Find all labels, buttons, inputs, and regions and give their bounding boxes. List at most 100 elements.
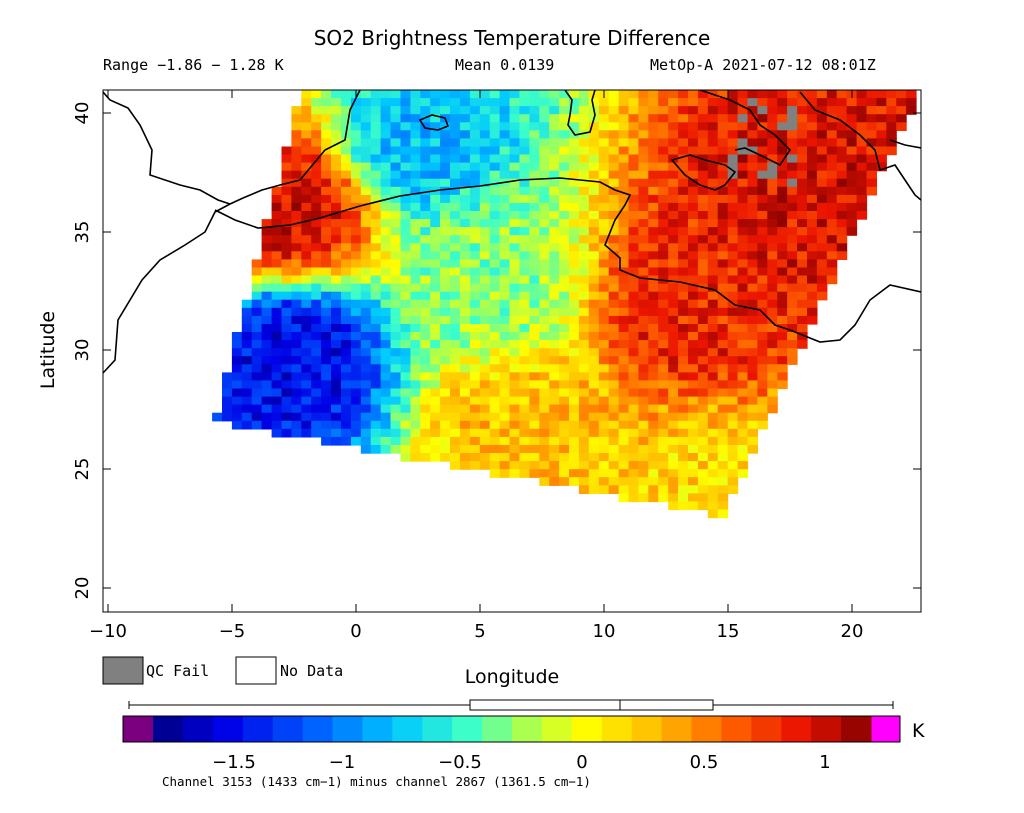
swath-pixel (311, 283, 322, 293)
swath-pixel (727, 154, 739, 164)
swath-pixel (380, 299, 392, 309)
swath-pixel (787, 332, 798, 341)
swath-pixel (271, 372, 283, 382)
swath-pixel (400, 340, 411, 349)
swath-pixel (479, 138, 491, 148)
swath-pixel (519, 404, 530, 414)
swath-pixel (321, 130, 332, 139)
swath-pixel (757, 138, 768, 148)
swath-pixel (341, 324, 352, 333)
swath-pixel (658, 219, 669, 228)
swath-pixel (618, 453, 630, 462)
swath-pixel (816, 211, 828, 220)
swath-pixel (251, 324, 263, 333)
swath-pixel (469, 332, 481, 341)
swath-pixel (836, 154, 848, 164)
swath-pixel (688, 412, 699, 422)
swath-pixel (430, 154, 441, 164)
swath-pixel (380, 380, 392, 390)
swath-pixel (459, 178, 471, 188)
swath-pixel (539, 154, 550, 164)
swath-pixel (311, 211, 322, 220)
swath-pixel (479, 364, 491, 373)
swath-pixel (509, 154, 520, 164)
swath-pixel (430, 235, 441, 244)
swath-pixel (380, 404, 392, 414)
swath-pixel (608, 275, 620, 285)
swath-pixel (440, 396, 451, 406)
swath-pixel (410, 219, 421, 228)
swath-pixel (529, 299, 540, 309)
swath-pixel (400, 267, 411, 277)
colorbar-segment (272, 716, 304, 742)
swath-pixel (440, 332, 451, 341)
swath-pixel (757, 396, 768, 406)
swath-pixel (866, 162, 877, 172)
swath-pixel (578, 380, 590, 390)
swath-pixel (420, 388, 431, 398)
swath-pixel (469, 348, 481, 357)
swath-pixel (618, 461, 630, 470)
swath-pixel (846, 162, 858, 172)
swath-pixel (539, 324, 550, 333)
swath-pixel (479, 130, 491, 139)
swath-pixel (430, 219, 441, 228)
swath-pixel (519, 307, 530, 317)
swath-pixel (727, 283, 739, 293)
swath-pixel (281, 211, 292, 220)
swath-pixel (331, 235, 342, 244)
swath-pixel (559, 202, 570, 212)
swath-pixel (301, 202, 312, 212)
swath-pixel (608, 477, 620, 486)
swath-pixel (618, 307, 630, 317)
swath-pixel (499, 420, 511, 430)
swath-pixel (380, 162, 392, 172)
swath-pixel (469, 299, 481, 309)
swath-pixel (489, 122, 501, 131)
swath-pixel (608, 202, 620, 212)
swath-pixel (341, 315, 352, 325)
swath-pixel (341, 348, 352, 357)
y-tick-label: 20 (72, 577, 93, 600)
swath-pixel (350, 251, 362, 260)
swath-pixel (807, 315, 818, 325)
swath-pixel (450, 332, 461, 341)
swath-pixel (648, 428, 659, 438)
swath-pixel (628, 178, 639, 188)
swath-pixel (281, 332, 292, 341)
swath-pixel (588, 372, 600, 382)
swath-pixel (668, 178, 679, 188)
swath-pixel (291, 356, 302, 365)
swath-pixel (350, 291, 362, 301)
swath-pixel (430, 453, 441, 462)
swath-pixel (281, 275, 292, 285)
swath-pixel (628, 267, 639, 277)
swath-pixel (450, 412, 461, 422)
swath-pixel (430, 420, 441, 430)
swath-pixel (638, 307, 649, 317)
swath-pixel (390, 106, 401, 115)
swath-pixel (598, 340, 610, 349)
swath-pixel (489, 291, 501, 301)
swath-pixel (668, 445, 679, 454)
swath-pixel (341, 211, 352, 220)
swath-pixel (489, 251, 501, 260)
swath-pixel (459, 170, 471, 180)
swath-pixel (717, 251, 729, 260)
swath-pixel (450, 259, 461, 269)
swath-pixel (737, 396, 749, 406)
swath-pixel (678, 211, 689, 220)
swath-pixel (638, 420, 649, 430)
swath-pixel (816, 219, 828, 228)
swath-pixel (658, 138, 669, 148)
swath-pixel (410, 283, 421, 293)
swath-pixel (787, 235, 798, 244)
swath-pixel (529, 178, 540, 188)
swath-pixel (678, 235, 689, 244)
swath-pixel (539, 178, 550, 188)
swath-pixel (816, 106, 828, 115)
swath-pixel (549, 251, 560, 260)
swath-pixel (261, 332, 273, 341)
swath-pixel (559, 348, 570, 357)
swath-pixel (539, 332, 550, 341)
